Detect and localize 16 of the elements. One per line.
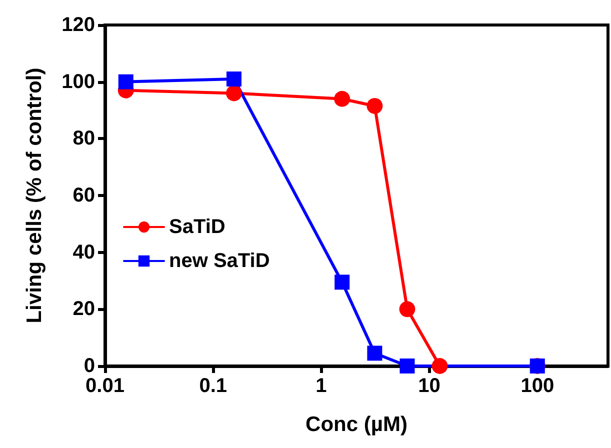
x-tick-label: 10 [418, 375, 440, 397]
y-tick-label: 60 [72, 184, 95, 206]
legend-label: new SaTiD [169, 250, 270, 272]
y-tick-label: 0 [84, 355, 95, 377]
x-tick-label: 0.1 [199, 375, 228, 397]
y-tick-label: 100 [62, 70, 95, 93]
legend-label: SaTiD [169, 216, 226, 238]
x-tick-label: 1 [316, 375, 327, 397]
y-axis-title: Living cells (% of control) [23, 68, 46, 324]
y-tick-label: 120 [62, 14, 95, 36]
x-tick-label: 100 [520, 375, 554, 397]
y-tick-label: 80 [72, 128, 95, 150]
x-axis-title: Conc (µM) [306, 413, 408, 436]
y-tick-label: 20 [72, 298, 95, 320]
x-tick-label: 0.01 [86, 375, 124, 397]
y-tick-label: 40 [72, 241, 95, 264]
